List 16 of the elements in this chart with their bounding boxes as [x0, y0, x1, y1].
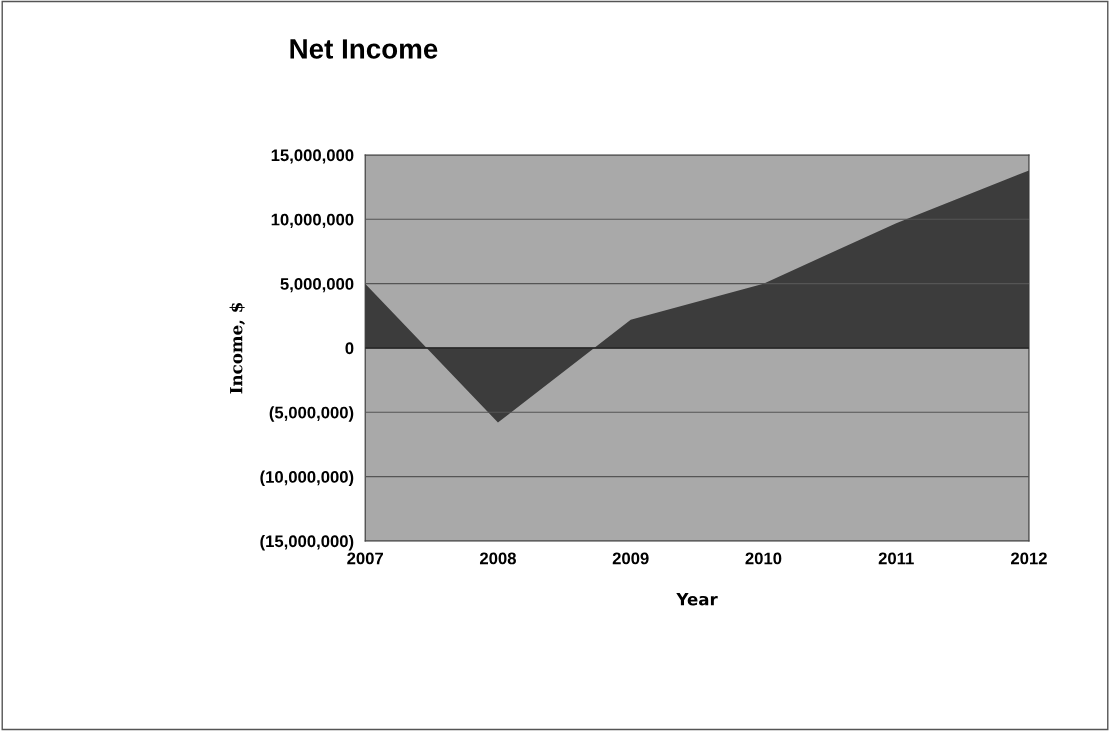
- x-tick-label: 2011: [878, 552, 914, 565]
- x-tick-label: 2010: [745, 552, 782, 565]
- y-tick-label: 10,000,000: [271, 213, 354, 228]
- y-tick-label: (15,000,000): [260, 534, 354, 551]
- x-tick-label: 2008: [479, 552, 516, 565]
- y-tick-label: 0: [345, 342, 354, 355]
- x-tick-label: 2012: [1011, 552, 1047, 565]
- y-tick-label: (10,000,000): [260, 470, 354, 487]
- x-tick-label: 2007: [347, 552, 383, 565]
- y-axis-title: Income, $: [229, 303, 245, 394]
- y-tick-label: (5,000,000): [269, 406, 354, 422]
- y-tick-label: 15,000,000: [271, 149, 354, 164]
- x-tick-label: 2009: [612, 552, 649, 565]
- y-tick-label: 5,000,000: [280, 278, 354, 293]
- chart-title: Net Income: [290, 39, 438, 59]
- x-axis-title: Year: [676, 593, 718, 606]
